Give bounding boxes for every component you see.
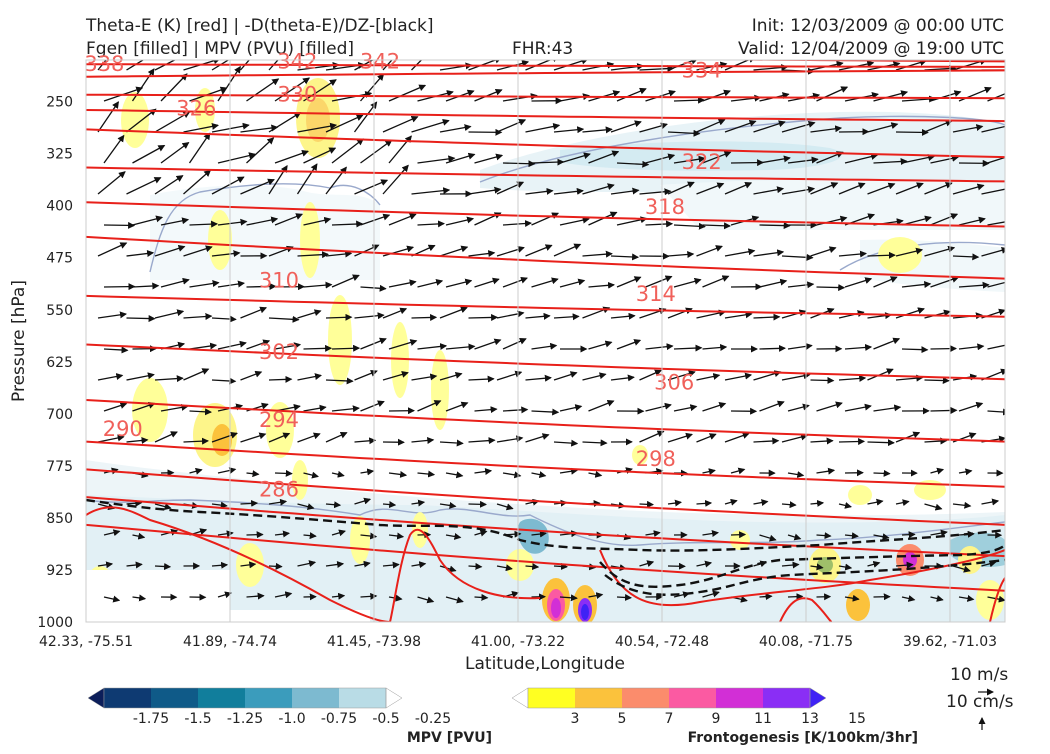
- fgen-tick-label: 15: [848, 711, 866, 727]
- y-tick-label: 475: [46, 251, 73, 267]
- x-tick-label: 40.08, -71.75: [759, 634, 853, 650]
- y-tick-label: 700: [46, 407, 73, 423]
- mpv-colorbar: -1.75 -1.5 -1.25 -1.0 -0.75 -0.5 -0.25: [88, 688, 451, 727]
- theta-e-label: 326: [176, 97, 216, 121]
- fgen-tick-label: 9: [712, 711, 721, 727]
- fgen-tick-label: 5: [618, 711, 627, 727]
- x-tick-label: 41.89, -74.74: [183, 634, 277, 650]
- wind-reference: 10 m/s 10 cm/s: [946, 665, 1014, 730]
- mpv-tick-label: -0.75: [321, 711, 357, 727]
- theta-e-label: 342: [277, 49, 317, 73]
- theta-e-label: 306: [654, 371, 694, 395]
- no-data-region-mid: [230, 610, 370, 622]
- x-tick-label: 40.54, -72.48: [615, 634, 709, 650]
- fgen-tick-label: 3: [571, 711, 580, 727]
- theta-e-label: 342: [360, 49, 400, 73]
- theta-e-label: 314: [636, 282, 676, 306]
- y-axis-label: Pressure [hPa]: [9, 280, 29, 402]
- theta-e-label: 310: [259, 269, 299, 293]
- mpv-tick-label: -1.25: [227, 711, 263, 727]
- y-tick-label: 775: [46, 459, 73, 475]
- theta-e-label: 334: [682, 58, 722, 82]
- theta-e-label: 330: [277, 83, 317, 107]
- y-tick-label: 325: [46, 147, 73, 163]
- theta-e-label: 338: [84, 52, 124, 76]
- chart-title-line1: Theta-E (K) [red] | -D(theta-E)/DZ-[blac…: [85, 16, 434, 36]
- y-tick-label: 625: [46, 355, 73, 371]
- x-tick-label: 42.33, -75.51: [39, 634, 133, 650]
- y-tick-label: 1000: [37, 615, 73, 631]
- mpv-tick-label: -1.0: [278, 711, 305, 727]
- theta-e-label: 322: [682, 150, 722, 174]
- mpv-tick-label: -1.5: [184, 711, 211, 727]
- y-tick-label: 550: [46, 303, 73, 319]
- valid-time: Valid: 12/04/2009 @ 19:00 UTC: [738, 39, 1004, 59]
- ref-vertical-label: 10 cm/s: [946, 692, 1014, 712]
- theta-e-label: 286: [259, 477, 299, 501]
- mpv-tick-label: -1.75: [133, 711, 169, 727]
- theta-e-label: 298: [636, 447, 676, 471]
- theta-e-label: 302: [259, 340, 299, 364]
- y-axis: 250 325 400 475 550 625 700 775 850 925 1000: [37, 95, 73, 631]
- x-axis-label: Latitude,Longitude: [465, 654, 625, 674]
- y-tick-label: 250: [46, 95, 73, 111]
- fgen-tick-label: 13: [801, 711, 819, 727]
- fgen-tick-label: 7: [665, 711, 674, 727]
- y-tick-label: 400: [46, 199, 73, 215]
- ref-horizontal-label: 10 m/s: [950, 665, 1008, 685]
- theta-e-label: 290: [103, 417, 143, 441]
- init-time: Init: 12/03/2009 @ 00:00 UTC: [752, 16, 1004, 36]
- theta-e-label: 294: [259, 408, 299, 432]
- x-tick-label: 41.45, -73.98: [327, 634, 421, 650]
- mpv-tick-label: -0.25: [415, 711, 451, 727]
- mpv-colorbar-title: MPV [PVU]: [407, 730, 492, 746]
- y-tick-label: 925: [46, 563, 73, 579]
- y-tick-label: 850: [46, 511, 73, 527]
- forecast-hour: FHR:43: [512, 39, 573, 59]
- frontogenesis-colorbar-title: Frontogenesis [K/100km/3hr]: [688, 730, 918, 746]
- no-data-region-left: [86, 570, 230, 622]
- fgen-tick-label: 11: [754, 711, 772, 727]
- x-tick-label: 41.00, -73.22: [471, 634, 565, 650]
- frontogenesis-colorbar: 3 5 7 9 11 13 15: [512, 688, 866, 727]
- theta-e-label: 318: [645, 195, 685, 219]
- mpv-tick-label: -0.5: [372, 711, 399, 727]
- x-tick-label: 39.62, -71.03: [903, 634, 997, 650]
